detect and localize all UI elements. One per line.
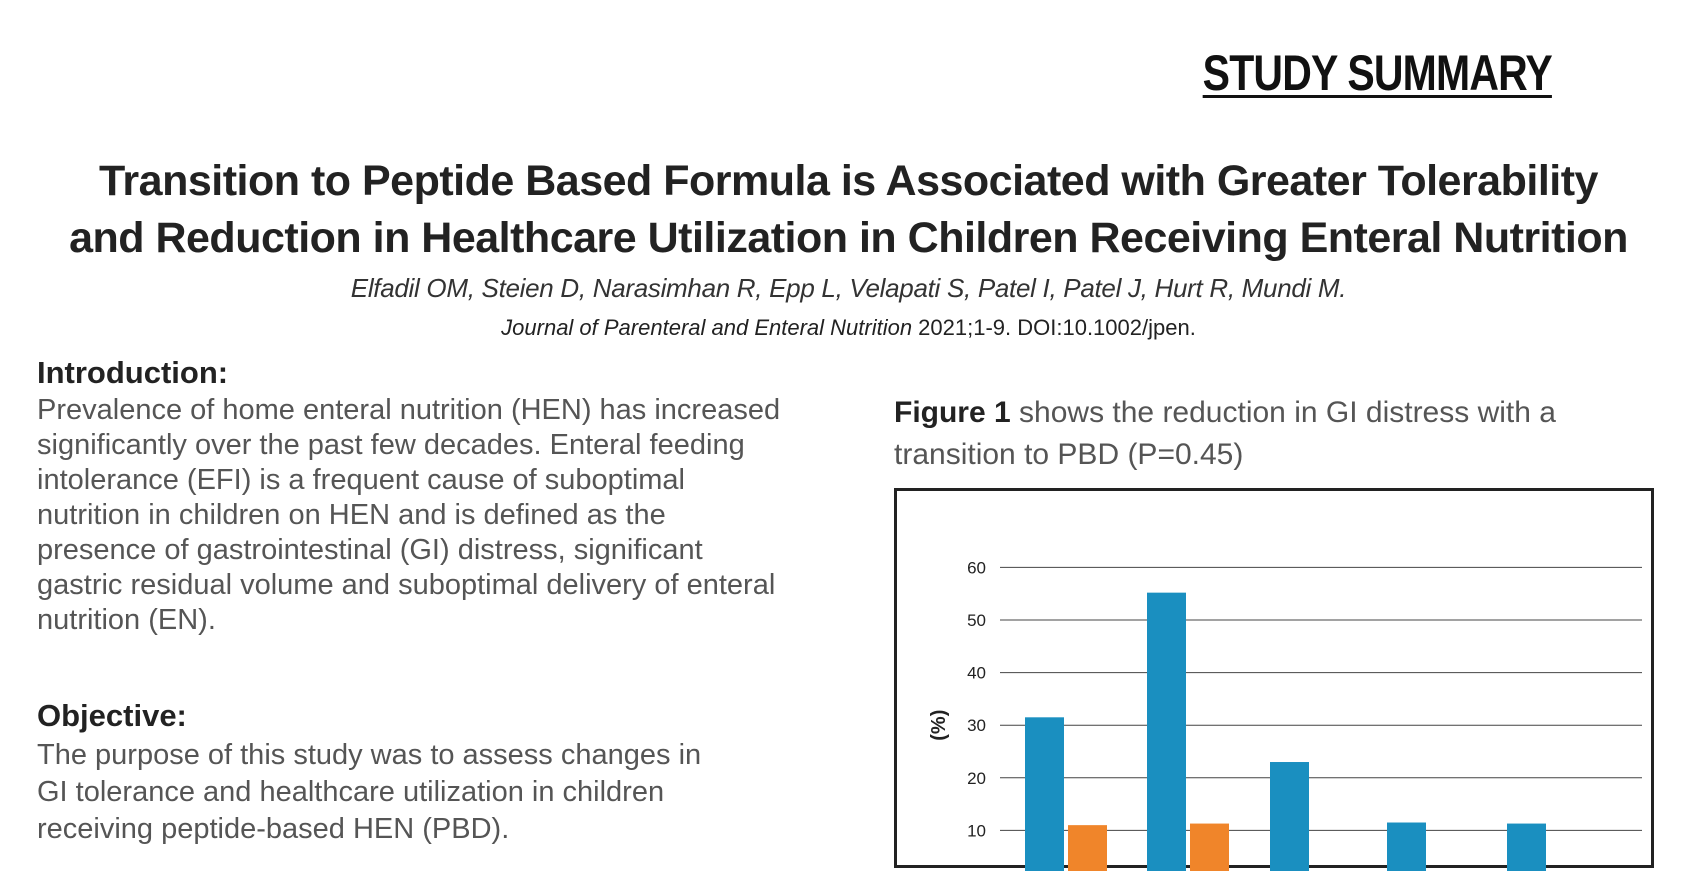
objective-line: GI tolerance and healthcare utilization … xyxy=(37,776,665,808)
y-axis-label: (%) xyxy=(928,710,950,741)
introduction-line: intolerance (EFI) is a frequent cause of… xyxy=(37,464,685,496)
y-tick-label: 50 xyxy=(967,611,986,630)
objective-body: The purpose of this study was to assess … xyxy=(37,737,701,848)
bar-series-1 xyxy=(1147,592,1186,871)
bar-series-1 xyxy=(1025,717,1064,871)
y-tick-label: 60 xyxy=(967,558,986,577)
title-line-2: and Reduction in Healthcare Utilization … xyxy=(69,214,1628,262)
y-tick-label: 20 xyxy=(967,769,986,788)
bar-series-2 xyxy=(1190,823,1229,871)
study-summary-label: STUDY SUMMARY xyxy=(1202,45,1553,101)
y-tick-label: 40 xyxy=(967,664,986,683)
introduction-heading: Introduction: xyxy=(37,355,229,390)
figure-caption-line-2: transition to PBD (P=0.45) xyxy=(894,438,1244,471)
objective-line: receiving peptide-based HEN (PBD). xyxy=(37,813,510,845)
objective-heading: Objective: xyxy=(37,698,187,733)
y-tick-label: 10 xyxy=(967,821,986,840)
figure-label: Figure 1 xyxy=(894,396,1011,429)
introduction-line: Prevalence of home enteral nutrition (HE… xyxy=(37,394,781,426)
introduction-line: nutrition (EN). xyxy=(37,604,216,636)
figure-1-chart: 10 20 30 40 50 60 (%) xyxy=(894,488,1654,871)
bar-series-2 xyxy=(1068,825,1107,871)
introduction-line: nutrition in children on HEN and is defi… xyxy=(37,499,666,531)
journal-citation: Journal of Parenteral and Enteral Nutrit… xyxy=(0,315,1697,341)
figure-caption-text: shows the reduction in GI distress with … xyxy=(1010,396,1556,429)
citation-details: 2021;1-9. DOI:10.1002/jpen. xyxy=(912,315,1196,340)
introduction-line: significantly over the past few decades.… xyxy=(37,429,745,461)
introduction-body: Prevalence of home enteral nutrition (HE… xyxy=(37,393,780,638)
title-line-1: Transition to Peptide Based Formula is A… xyxy=(99,157,1598,205)
bar-series-1 xyxy=(1270,762,1309,871)
introduction-line: gastric residual volume and suboptimal d… xyxy=(37,569,776,601)
article-title: Transition to Peptide Based Formula is A… xyxy=(0,153,1697,267)
figure-caption: Figure 1 shows the reduction in GI distr… xyxy=(894,392,1614,476)
bar-series-1 xyxy=(1387,822,1426,871)
y-tick-label: 30 xyxy=(967,716,986,735)
introduction-line: presence of gastrointestinal (GI) distre… xyxy=(37,534,703,566)
bar-series-1 xyxy=(1507,823,1546,871)
article-authors: Elfadil OM, Steien D, Narasimhan R, Epp … xyxy=(350,273,1347,303)
journal-name: Journal of Parenteral and Enteral Nutrit… xyxy=(501,315,913,340)
objective-line: The purpose of this study was to assess … xyxy=(37,739,702,771)
figure-caption-line-1: Figure 1 shows the reduction in GI distr… xyxy=(894,392,1614,434)
bar-chart: 10 20 30 40 50 60 (%) xyxy=(928,558,1642,871)
